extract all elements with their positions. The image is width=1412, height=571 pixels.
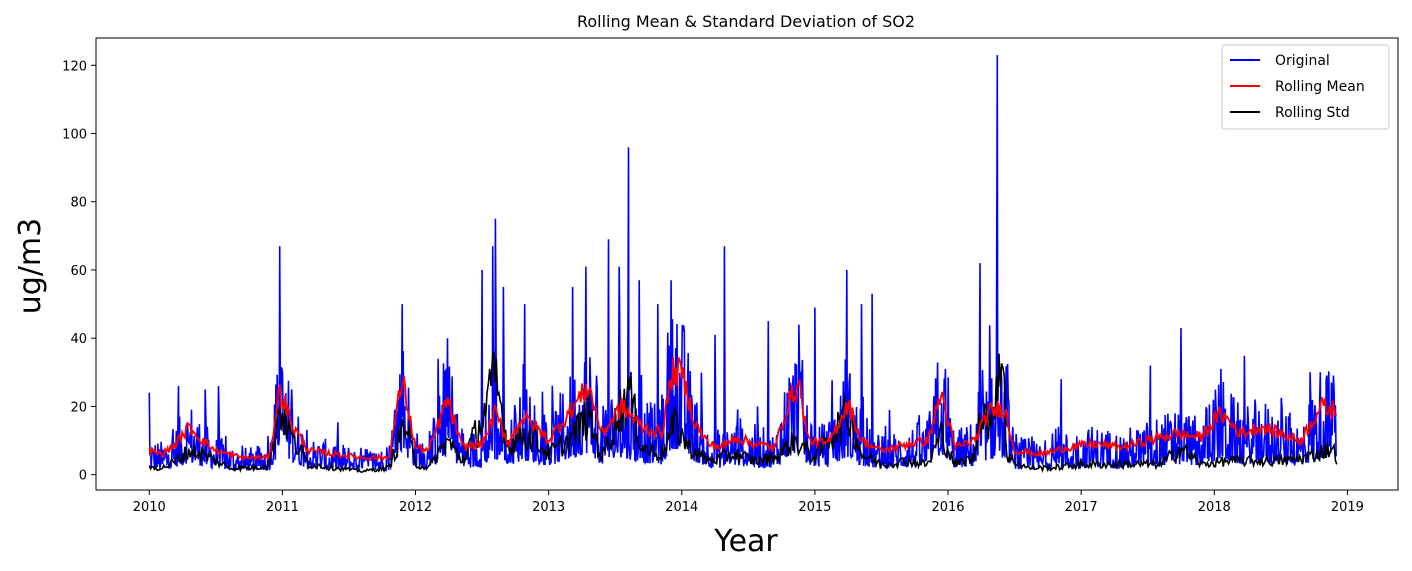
x-tick-label: 2013 [532,500,565,515]
x-tick-label: 2015 [798,500,831,515]
y-tick-label: 40 [70,332,87,347]
x-axis: 2010 2011 2012 2013 2014 2015 2016 2017 2018 2019 [133,490,1364,515]
x-tick-label: 2011 [266,500,299,515]
x-tick-label: 2018 [1198,500,1231,515]
y-tick-label: 80 [70,196,87,211]
x-axis-label: Year [713,524,778,559]
x-tick-label: 2019 [1331,500,1364,515]
x-tick-label: 2014 [665,500,698,515]
y-tick-label: 60 [70,264,87,279]
chart-title: Rolling Mean & Standard Deviation of SO2 [577,12,915,31]
legend-label: Original [1275,53,1330,69]
plot-area [148,55,1338,474]
x-tick-label: 2012 [399,500,432,515]
y-tick-label: 120 [62,59,87,74]
legend-label: Rolling Mean [1275,79,1365,95]
x-tick-label: 2010 [133,500,166,515]
x-tick-label: 2017 [1065,500,1098,515]
legend: Original Rolling Mean Rolling Std [1221,44,1390,130]
legend-label: Rolling Std [1275,105,1350,121]
series-rolling-std-line [148,351,1338,474]
series-rolling-mean-line [148,357,1338,463]
x-tick-label: 2016 [931,500,964,515]
y-tick-label: 20 [70,400,87,415]
series-original-line [148,55,1338,473]
plot-frame [95,37,1399,491]
legend-box [1221,44,1390,130]
y-tick-label: 100 [62,128,87,143]
y-axis-label: ug/m3 [13,218,48,314]
y-tick-label: 0 [79,469,87,484]
y-axis: 0 20 40 60 80 100 120 [62,59,96,484]
